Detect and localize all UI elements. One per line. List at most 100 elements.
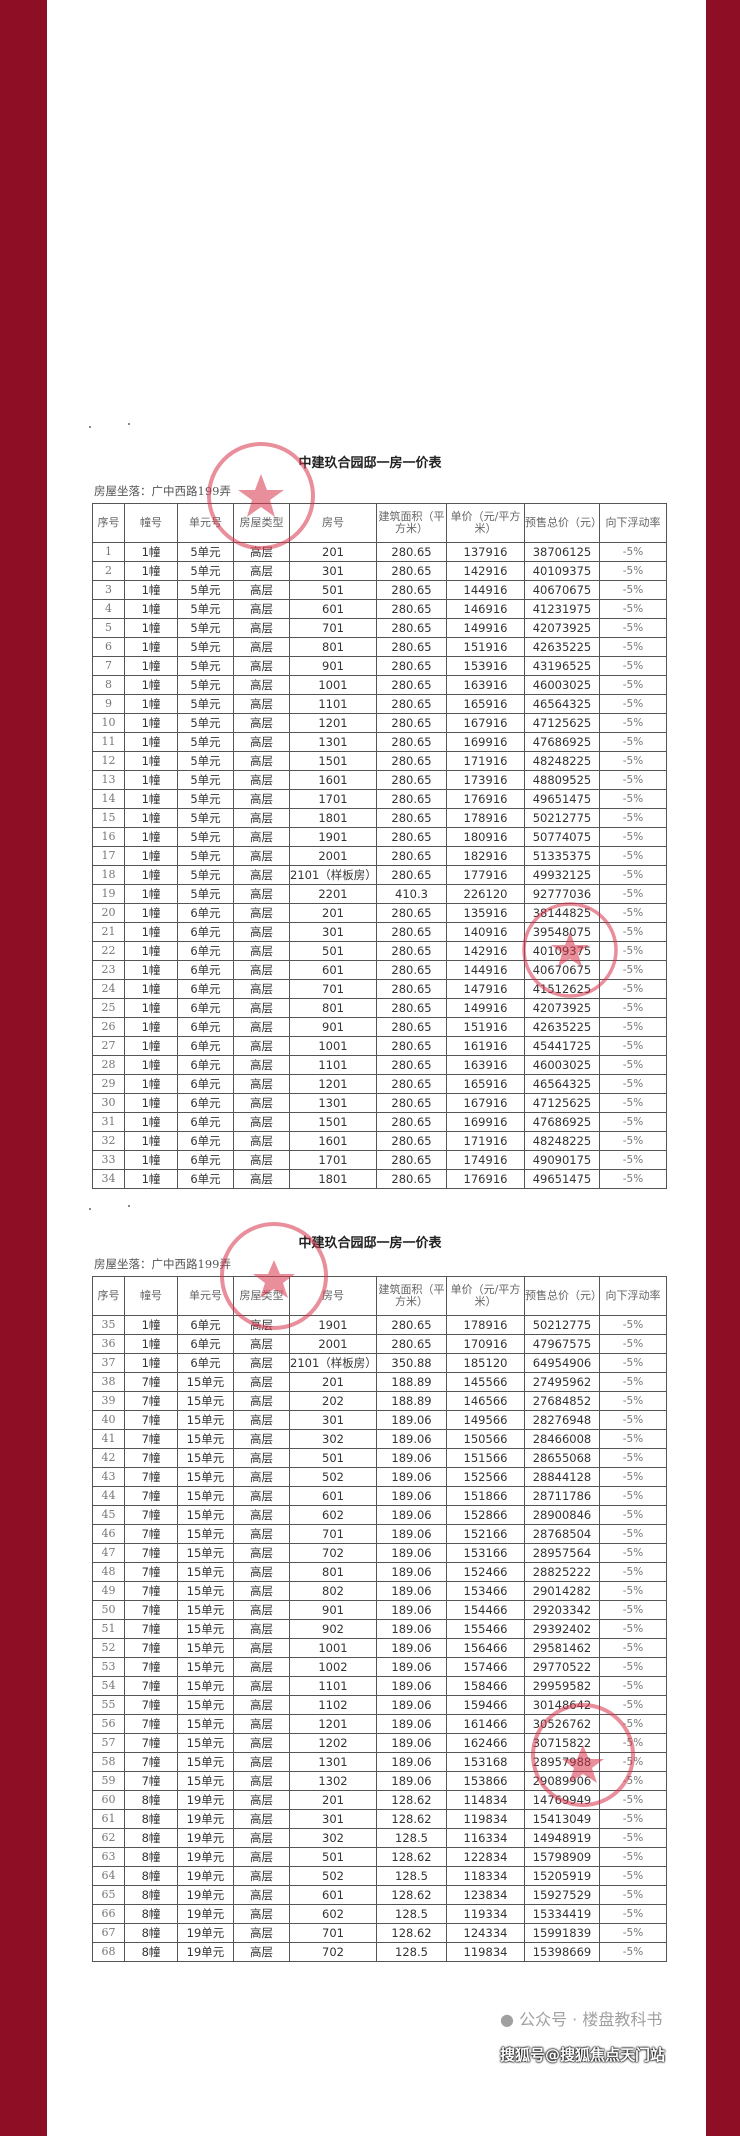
wechat-watermark-text: 公众号 · 楼盘教科书 <box>519 2010 663 2029</box>
area-cell: 280.65 <box>376 713 447 733</box>
total-price-cell: 47967575 <box>524 1334 600 1354</box>
room-cell: 301 <box>289 1410 377 1430</box>
table-row: 20 1幢 6单元 高层 201 280.65 135916 38144825 -5% <box>92 903 667 923</box>
seq-cell: 56 <box>92 1714 125 1734</box>
type-cell: 高层 <box>233 1695 290 1715</box>
room-cell: 1001 <box>289 1036 377 1056</box>
area-cell: 280.65 <box>376 599 447 619</box>
unit-cell: 19单元 <box>177 1923 234 1943</box>
type-cell: 高层 <box>233 941 290 961</box>
room-cell: 1901 <box>289 1315 377 1335</box>
total-price-cell: 27684852 <box>524 1391 600 1411</box>
discount-rate-cell: -5% <box>599 960 667 980</box>
total-price-cell: 42073925 <box>524 998 600 1018</box>
building-cell: 1幢 <box>124 694 178 714</box>
building-cell: 1幢 <box>124 903 178 923</box>
table-row: 25 1幢 6单元 高层 801 280.65 149916 42073925 -5% <box>92 998 667 1018</box>
total-price-cell: 14948919 <box>524 1828 600 1848</box>
total-price-cell: 28957564 <box>524 1543 600 1563</box>
type-cell: 高层 <box>233 1752 290 1772</box>
type-cell: 高层 <box>233 1150 290 1170</box>
room-cell: 1701 <box>289 1150 377 1170</box>
total-price-cell: 41231975 <box>524 599 600 619</box>
building-cell: 7幢 <box>124 1638 178 1658</box>
type-cell: 高层 <box>233 1581 290 1601</box>
seq-cell: 2 <box>92 561 125 581</box>
type-cell: 高层 <box>233 846 290 866</box>
type-cell: 高层 <box>233 580 290 600</box>
area-cell: 128.62 <box>376 1885 447 1905</box>
room-cell: 501 <box>289 1448 377 1468</box>
room-cell: 1701 <box>289 789 377 809</box>
room-cell: 801 <box>289 637 377 657</box>
unit-price-cell: 177916 <box>446 865 525 885</box>
total-price-cell: 40109375 <box>524 561 600 581</box>
total-price-cell: 28825222 <box>524 1562 600 1582</box>
discount-rate-cell: -5% <box>599 1657 667 1677</box>
unit-cell: 6单元 <box>177 1074 234 1094</box>
total-price-cell: 28768504 <box>524 1524 600 1544</box>
total-price-cell: 40109375 <box>524 941 600 961</box>
unit-cell: 6单元 <box>177 998 234 1018</box>
unit-cell: 5单元 <box>177 789 234 809</box>
total-price-cell: 28844128 <box>524 1467 600 1487</box>
table-title: 中建玖合园邸一房一价表 <box>298 456 442 471</box>
unit-cell: 6单元 <box>177 903 234 923</box>
seq-cell: 27 <box>92 1036 125 1056</box>
area-cell: 280.65 <box>376 1334 447 1354</box>
type-cell: 高层 <box>233 1505 290 1525</box>
building-cell: 1幢 <box>124 1150 178 1170</box>
seq-cell: 39 <box>92 1391 125 1411</box>
total-price-cell: 15205919 <box>524 1866 600 1886</box>
discount-rate-cell: -5% <box>599 1334 667 1354</box>
type-cell: 高层 <box>233 637 290 657</box>
type-cell: 高层 <box>233 1334 290 1354</box>
type-cell: 高层 <box>233 561 290 581</box>
building-cell: 8幢 <box>124 1923 178 1943</box>
unit-price-cell: 169916 <box>446 732 525 752</box>
room-cell: 2001 <box>289 1334 377 1354</box>
column-header: 序号 <box>92 1276 125 1316</box>
total-price-cell: 29203342 <box>524 1600 600 1620</box>
building-cell: 1幢 <box>124 808 178 828</box>
table-row: 29 1幢 6单元 高层 1201 280.65 165916 46564325 -5% <box>92 1074 667 1094</box>
unit-price-cell: 149916 <box>446 618 525 638</box>
type-cell: 高层 <box>233 675 290 695</box>
discount-rate-cell: -5% <box>599 732 667 752</box>
room-cell: 801 <box>289 998 377 1018</box>
unit-price-cell: 153168 <box>446 1752 525 1772</box>
unit-price-cell: 163916 <box>446 1055 525 1075</box>
unit-cell: 19单元 <box>177 1904 234 1924</box>
area-cell: 128.5 <box>376 1866 447 1886</box>
type-cell: 高层 <box>233 1524 290 1544</box>
seq-cell: 31 <box>92 1112 125 1132</box>
discount-rate-cell: -5% <box>599 922 667 942</box>
room-cell: 602 <box>289 1904 377 1924</box>
discount-rate-cell: -5% <box>599 599 667 619</box>
room-cell: 2101（样板房） <box>289 865 377 885</box>
column-header: 房屋类型 <box>233 1276 290 1316</box>
total-price-cell: 48248225 <box>524 751 600 771</box>
table-row: 19 1幢 5单元 高层 2201 410.3 226120 92777036 -5% <box>92 884 667 904</box>
type-cell: 高层 <box>233 1448 290 1468</box>
unit-price-cell: 167916 <box>446 1093 525 1113</box>
table-row: 33 1幢 6单元 高层 1701 280.65 174916 49090175 -5% <box>92 1150 667 1170</box>
unit-price-cell: 165916 <box>446 1074 525 1094</box>
area-cell: 280.65 <box>376 1131 447 1151</box>
total-price-cell: 42635225 <box>524 1017 600 1037</box>
total-price-cell: 29581462 <box>524 1638 600 1658</box>
unit-price-cell: 156466 <box>446 1638 525 1658</box>
type-cell: 高层 <box>233 1169 290 1189</box>
type-cell: 高层 <box>233 1885 290 1905</box>
area-cell: 280.65 <box>376 1036 447 1056</box>
table-row: 51 7幢 15单元 高层 902 189.06 155466 29392402 -5% <box>92 1619 667 1639</box>
total-price-cell: 42635225 <box>524 637 600 657</box>
area-cell: 189.06 <box>376 1524 447 1544</box>
building-cell: 8幢 <box>124 1866 178 1886</box>
seq-cell: 48 <box>92 1562 125 1582</box>
building-cell: 1幢 <box>124 656 178 676</box>
seq-cell: 67 <box>92 1923 125 1943</box>
building-cell: 1幢 <box>124 941 178 961</box>
table-row: 28 1幢 6单元 高层 1101 280.65 163916 46003025 -5% <box>92 1055 667 1075</box>
room-cell: 702 <box>289 1942 377 1962</box>
